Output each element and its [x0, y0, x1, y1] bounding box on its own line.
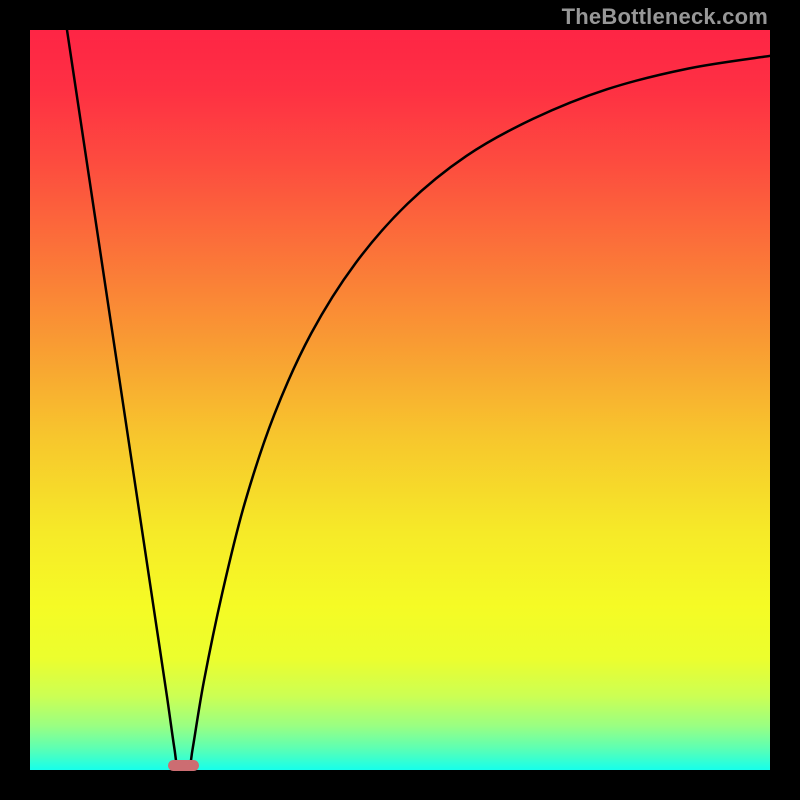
chart-frame: TheBottleneck.com [0, 0, 800, 800]
watermark-text: TheBottleneck.com [562, 4, 768, 30]
plot-area [30, 30, 770, 770]
bottleneck-curve [30, 30, 770, 770]
optimal-point-marker [168, 760, 199, 770]
